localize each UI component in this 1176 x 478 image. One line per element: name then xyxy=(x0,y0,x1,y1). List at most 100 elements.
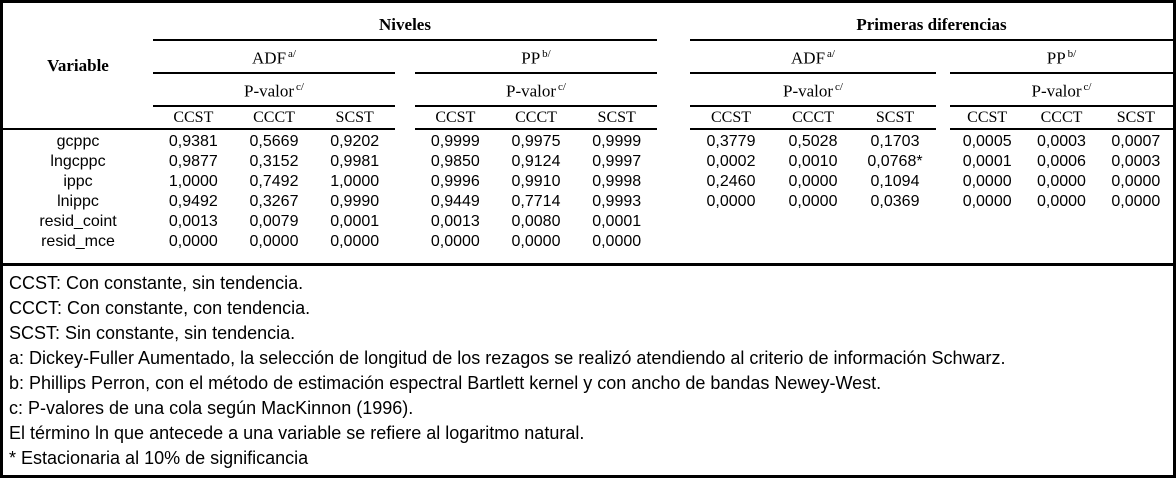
cells-pp-diferencias: 0,0001 0,0006 0,0003 xyxy=(950,152,1173,172)
pvalue-cell: 0,0369 xyxy=(870,193,920,210)
subcolumns-adf-niveles: CCST CCCT SCST xyxy=(153,107,395,128)
pvalue-cell: 0,0003 xyxy=(1111,153,1161,170)
cells-pp-niveles: 0,9996 0,9910 0,9998 xyxy=(415,172,657,192)
row-gap xyxy=(657,132,690,152)
pvalue-cell: 0,2460 xyxy=(706,173,756,190)
header-rule-segment xyxy=(3,128,395,130)
pvalue-cell: 0,0000 xyxy=(1111,173,1161,190)
variable-column-header: Variable xyxy=(47,55,109,75)
row-gap xyxy=(657,212,690,232)
rule-gap xyxy=(395,128,415,130)
row-gap xyxy=(657,232,690,252)
cells-pp-niveles: 0,9850 0,9124 0,9997 xyxy=(415,152,657,172)
pvalue-cell: 0,9990 xyxy=(330,193,380,210)
row-gap xyxy=(395,212,415,232)
cells-pp-niveles: 0,9449 0,7714 0,9993 xyxy=(415,192,657,212)
pvalue-cell xyxy=(772,232,854,252)
pvalue-cell xyxy=(854,232,936,252)
test-row: ADF a/ PP b/ ADF a/ PP b/ xyxy=(153,41,1173,74)
subcolumns-pp-diferencias: CCST CCCT SCST xyxy=(950,107,1173,128)
cells-pp-diferencias: 0,0000 0,0000 0,0000 xyxy=(950,172,1173,192)
pvalue-cell: 0,0000 xyxy=(592,233,642,250)
footnote: a: Dickey-Fuller Aumentado, la selección… xyxy=(9,348,1006,368)
pvalue-cell: 0,0768* xyxy=(867,153,923,170)
superscript-c: c/ xyxy=(835,81,843,94)
table-row: resid_coint 0,0013 0,0079 0,0001 0,0013 … xyxy=(3,212,1173,232)
pvalue-cell xyxy=(854,212,936,232)
cells-adf-diferencias: 0,0000 0,0000 0,0369 xyxy=(690,192,936,212)
variable-name: gcppc xyxy=(56,133,100,150)
subcolumn-header-scst: SCST xyxy=(335,109,374,126)
pvalue-cell: 0,7714 xyxy=(511,193,561,210)
header-rule-segment xyxy=(950,128,1173,130)
variable-name: ippc xyxy=(63,173,93,190)
superscript-c: c/ xyxy=(558,81,566,94)
cells-pp-niveles: 0,0013 0,0080 0,0001 xyxy=(415,212,657,232)
cells-adf-niveles: 0,9492 0,3267 0,9990 xyxy=(153,192,395,212)
subcolumn-header-scst: SCST xyxy=(875,109,915,126)
row-gap xyxy=(936,152,950,172)
header-gap xyxy=(657,107,690,128)
pvalue-cell xyxy=(690,232,772,252)
pvalue-cell: 0,9492 xyxy=(168,193,218,210)
pvalue-cell: 0,9877 xyxy=(168,153,218,170)
row-gap xyxy=(395,232,415,252)
test-header-adf-niveles: ADF a/ xyxy=(153,41,395,74)
pvalue-cell xyxy=(772,212,854,232)
cells-adf-diferencias: 0,2460 0,0000 0,1094 xyxy=(690,172,936,192)
footnotes: CCST: Con constante, sin tendencia. CCCT… xyxy=(3,266,1173,471)
pvalue-cell: 0,9981 xyxy=(330,153,380,170)
pvalue-cell: 0,0000 xyxy=(430,233,480,250)
supergroup-primeras-diferencias: Primeras diferencias xyxy=(690,3,1173,41)
subcolumn-header-ccct: CCCT xyxy=(253,109,295,126)
pvalue-cell: 0,0000 xyxy=(788,193,838,210)
pvalue-cell: 0,0000 xyxy=(788,173,838,190)
pvalue-cell: 0,9993 xyxy=(592,193,642,210)
pvalue-cell: 0,0000 xyxy=(249,233,299,250)
pvalue-cell xyxy=(1099,212,1173,232)
pvalue-cell: 0,0002 xyxy=(706,153,756,170)
pvalue-cell: 0,0013 xyxy=(168,213,218,230)
row-gap xyxy=(657,152,690,172)
subcolumn-header-ccst: CCST xyxy=(435,109,476,126)
pvalue-cell: 0,0001 xyxy=(330,213,380,230)
pvalue-cell: 0,0001 xyxy=(962,153,1012,170)
cells-pp-diferencias xyxy=(950,232,1173,252)
table-body: gcppc 0,9381 0,5669 0,9202 0,9999 0,9975… xyxy=(3,130,1173,252)
subcolumn-header-ccst: CCST xyxy=(710,109,751,126)
pvalue-cell: 0,0000 xyxy=(168,233,218,250)
pvalue-cell xyxy=(690,212,772,232)
test-header-pp-diferencias: PP b/ xyxy=(950,41,1173,74)
header-gap xyxy=(395,107,415,128)
pvalue-cell: 0,0000 xyxy=(962,173,1012,190)
pvalue-cell: 1,0000 xyxy=(330,173,380,190)
test-header-adf-diferencias: ADF a/ xyxy=(690,41,936,74)
header-gap xyxy=(395,74,415,107)
subcolumn-row: CCST CCCT SCST CCST CCCT SCST CCST CCCT … xyxy=(153,107,1173,128)
subcolumn-header-ccst: CCST xyxy=(173,109,214,126)
pvalue-cell: 0,1094 xyxy=(870,173,920,190)
subcolumn-header-scst: SCST xyxy=(597,109,636,126)
table-row: resid_mce 0,0000 0,0000 0,0000 0,0000 0,… xyxy=(3,232,1173,252)
cells-adf-diferencias: 0,0002 0,0010 0,0768* xyxy=(690,152,936,172)
superscript-a: a/ xyxy=(288,48,296,61)
test-header-pp-niveles: PP b/ xyxy=(415,41,657,74)
pvalue-cell: 0,5028 xyxy=(788,133,838,150)
variable-name: lnippc xyxy=(57,193,99,210)
pvalue-cell: 0,0000 xyxy=(706,193,756,210)
cells-adf-niveles: 0,0000 0,0000 0,0000 xyxy=(153,232,395,252)
pvalue-cell: 0,9449 xyxy=(430,193,480,210)
pvalue-cell: 0,9910 xyxy=(511,173,561,190)
header-gap xyxy=(936,107,950,128)
superscript-a: a/ xyxy=(827,48,835,61)
cells-adf-diferencias: 0,3779 0,5028 0,1703 xyxy=(690,132,936,152)
header-rule-segment xyxy=(415,128,657,130)
table-row: gcppc 0,9381 0,5669 0,9202 0,9999 0,9975… xyxy=(3,132,1173,152)
pvalue-cell xyxy=(950,232,1024,252)
cells-adf-niveles: 0,9877 0,3152 0,9981 xyxy=(153,152,395,172)
pvalue-cell: 0,3779 xyxy=(706,133,756,150)
superscript-b: b/ xyxy=(1067,48,1077,61)
pvalue-cell: 0,9996 xyxy=(430,173,480,190)
pvalue-cell xyxy=(1099,232,1173,252)
